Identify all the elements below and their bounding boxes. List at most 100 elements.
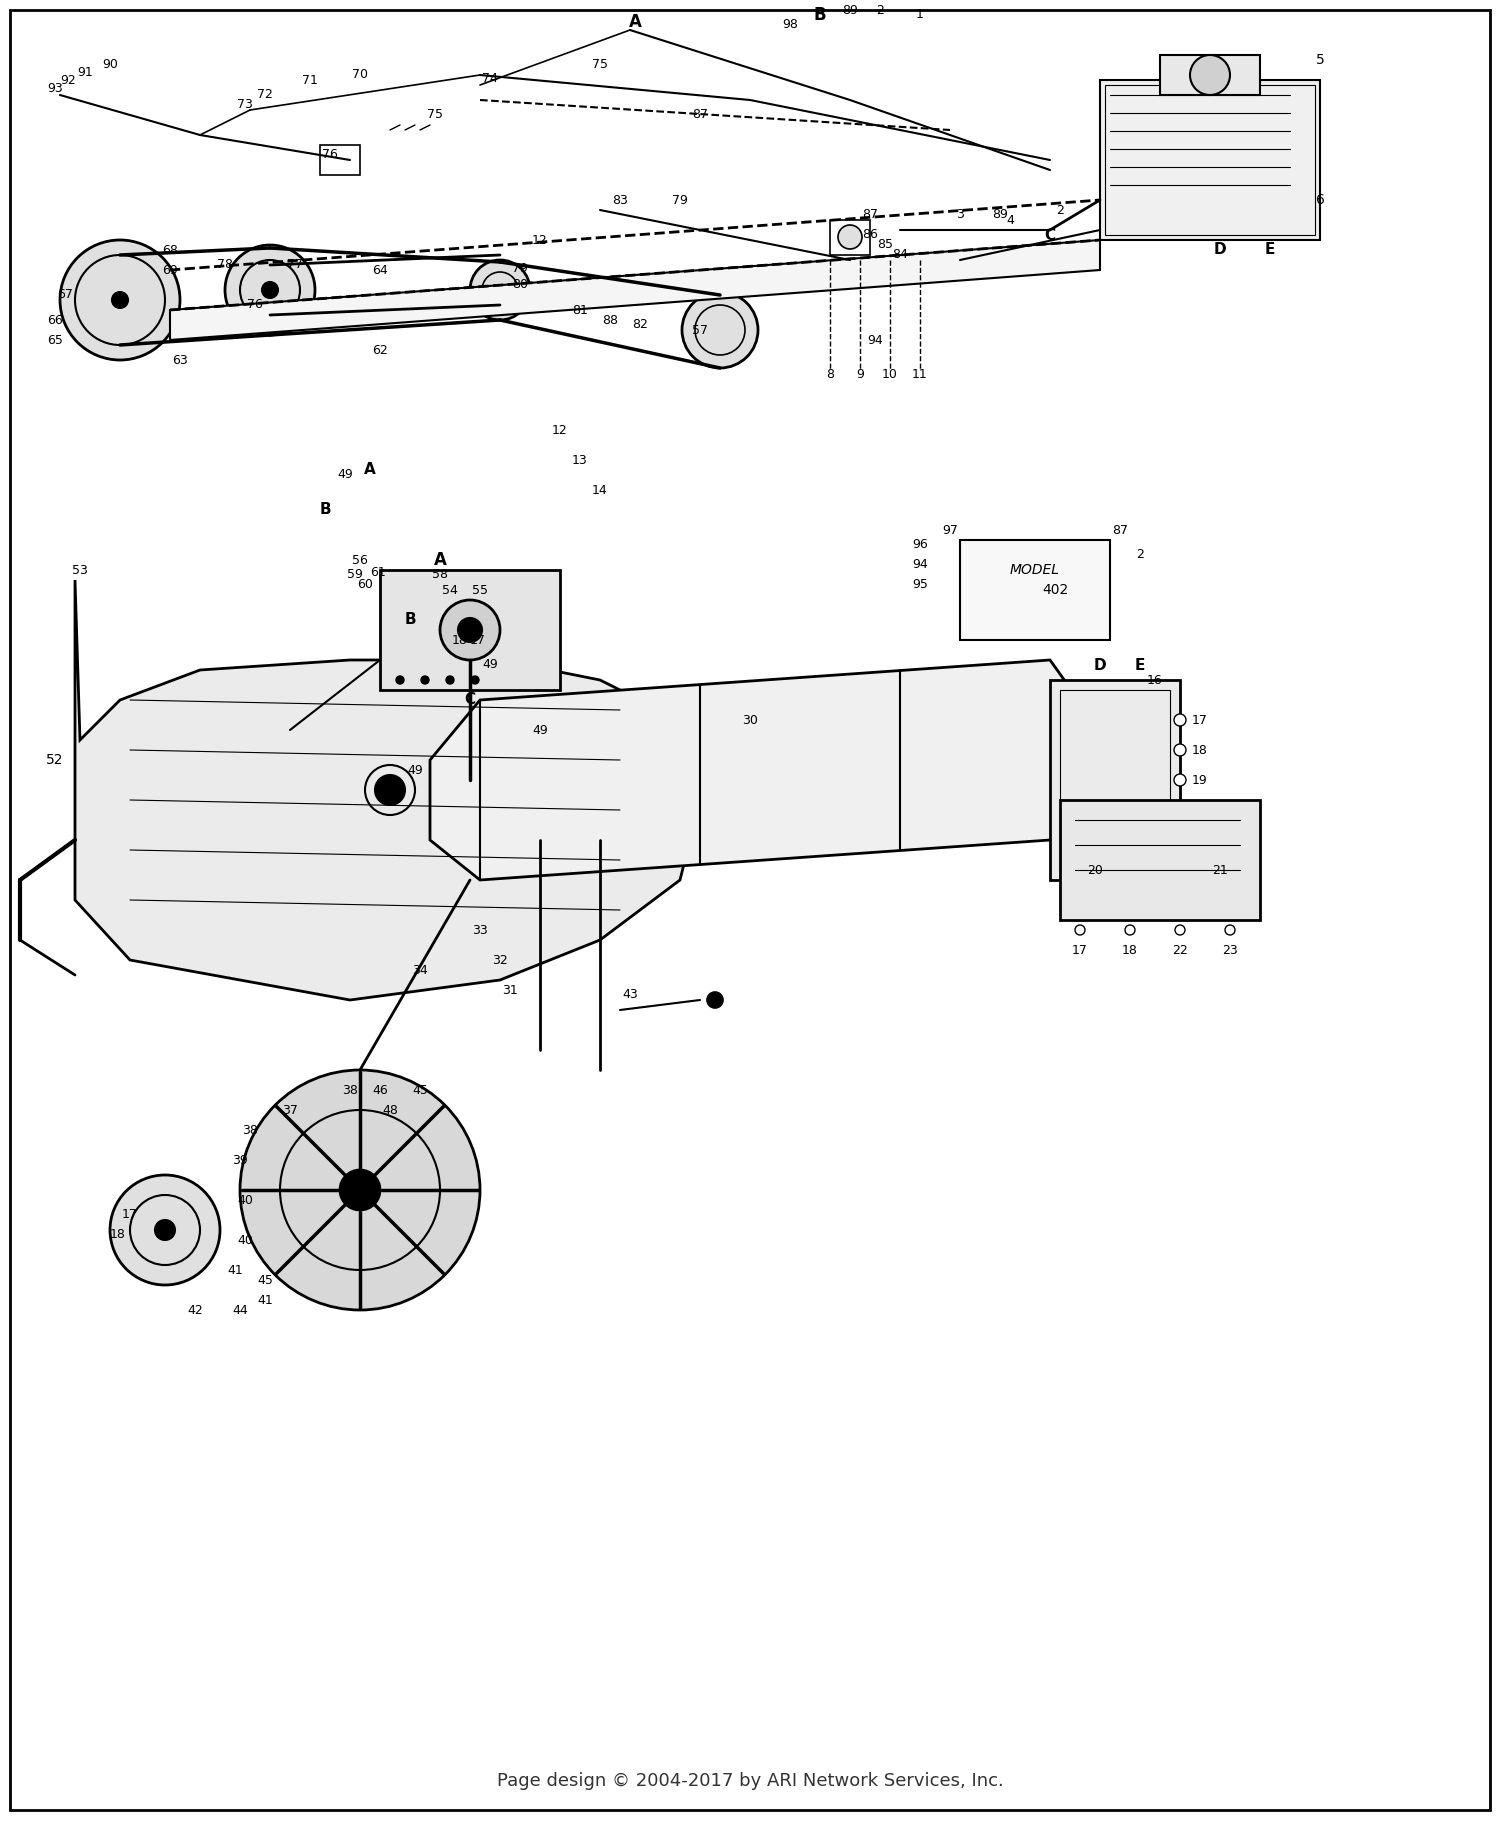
Bar xyxy=(1106,86,1316,235)
Text: 61: 61 xyxy=(370,566,386,579)
Text: 74: 74 xyxy=(482,71,498,84)
Text: 41: 41 xyxy=(226,1264,243,1277)
Text: 92: 92 xyxy=(60,73,76,87)
Text: 42: 42 xyxy=(188,1304,202,1317)
Text: 97: 97 xyxy=(942,523,958,537)
Text: 45: 45 xyxy=(413,1083,428,1096)
Text: 38: 38 xyxy=(242,1124,258,1136)
Text: 39: 39 xyxy=(232,1153,248,1167)
Bar xyxy=(1060,799,1260,920)
Text: 69: 69 xyxy=(162,264,178,277)
Text: 3: 3 xyxy=(956,208,964,222)
Polygon shape xyxy=(170,240,1100,341)
Text: E: E xyxy=(1136,657,1144,672)
Text: A: A xyxy=(628,13,642,31)
Text: 34: 34 xyxy=(413,963,428,976)
Text: 79: 79 xyxy=(512,262,528,275)
Text: 65: 65 xyxy=(46,333,63,346)
Text: 40: 40 xyxy=(237,1193,254,1207)
Text: 52: 52 xyxy=(46,754,63,767)
Bar xyxy=(320,146,360,175)
Text: 53: 53 xyxy=(72,563,88,577)
Circle shape xyxy=(375,776,405,805)
Circle shape xyxy=(396,676,404,685)
Text: 78: 78 xyxy=(217,259,232,271)
Text: 18: 18 xyxy=(110,1229,126,1242)
Text: 90: 90 xyxy=(102,58,118,71)
Text: 13: 13 xyxy=(572,453,588,466)
Polygon shape xyxy=(75,581,700,1000)
Circle shape xyxy=(1125,925,1136,934)
Text: 60: 60 xyxy=(357,579,374,592)
Circle shape xyxy=(470,260,530,320)
Circle shape xyxy=(1226,925,1234,934)
Circle shape xyxy=(682,291,758,368)
Circle shape xyxy=(495,286,506,295)
Text: 55: 55 xyxy=(472,583,488,597)
Text: 75: 75 xyxy=(427,109,442,122)
Text: 63: 63 xyxy=(172,353,188,366)
Text: 49: 49 xyxy=(482,659,498,672)
Text: A: A xyxy=(364,463,376,477)
Text: 70: 70 xyxy=(352,69,368,82)
Circle shape xyxy=(1174,714,1186,727)
Text: 18: 18 xyxy=(1122,943,1138,956)
Text: 49: 49 xyxy=(532,723,548,736)
Text: 88: 88 xyxy=(602,313,618,326)
Text: 76: 76 xyxy=(248,299,262,311)
Text: 66: 66 xyxy=(46,313,63,326)
Bar xyxy=(1160,55,1260,95)
Text: 87: 87 xyxy=(692,109,708,122)
Text: 5: 5 xyxy=(1316,53,1324,67)
Text: 41: 41 xyxy=(256,1293,273,1306)
Text: 12: 12 xyxy=(552,424,568,437)
Circle shape xyxy=(1174,774,1186,787)
Text: 81: 81 xyxy=(572,304,588,317)
Bar xyxy=(960,541,1110,639)
Circle shape xyxy=(1076,925,1084,934)
Text: 80: 80 xyxy=(512,279,528,291)
Text: 94: 94 xyxy=(912,559,928,572)
Text: 84: 84 xyxy=(892,248,908,262)
Circle shape xyxy=(60,240,180,361)
Text: 43: 43 xyxy=(622,989,638,1002)
Text: 32: 32 xyxy=(492,954,508,967)
Text: 58: 58 xyxy=(432,568,448,581)
Bar xyxy=(380,570,560,690)
Text: 72: 72 xyxy=(256,89,273,102)
Text: B: B xyxy=(404,612,416,628)
Text: 54: 54 xyxy=(442,583,458,597)
Text: D: D xyxy=(1094,657,1107,672)
Text: MODEL: MODEL xyxy=(1010,563,1060,577)
Circle shape xyxy=(458,617,482,643)
Text: 22: 22 xyxy=(1172,943,1188,956)
Text: 59: 59 xyxy=(346,568,363,581)
Text: 46: 46 xyxy=(372,1083,388,1096)
Circle shape xyxy=(471,676,478,685)
Text: 37: 37 xyxy=(282,1104,298,1116)
Text: 91: 91 xyxy=(76,66,93,78)
Text: 73: 73 xyxy=(237,98,254,111)
Circle shape xyxy=(340,1171,380,1209)
Text: 9: 9 xyxy=(856,368,864,382)
Text: 16: 16 xyxy=(1148,674,1162,687)
Text: 49: 49 xyxy=(406,763,423,776)
Text: 98: 98 xyxy=(782,18,798,31)
Circle shape xyxy=(1174,925,1185,934)
Bar xyxy=(830,220,870,255)
Text: 44: 44 xyxy=(232,1304,248,1317)
Text: 62: 62 xyxy=(372,344,388,357)
Text: 85: 85 xyxy=(878,239,892,251)
Text: 4: 4 xyxy=(1007,213,1014,226)
Text: Page design © 2004-2017 by ARI Network Services, Inc.: Page design © 2004-2017 by ARI Network S… xyxy=(496,1772,1004,1790)
Circle shape xyxy=(422,676,429,685)
Text: 83: 83 xyxy=(612,193,628,206)
Text: A: A xyxy=(433,552,447,568)
Text: 2: 2 xyxy=(876,4,884,16)
Text: E: E xyxy=(1264,242,1275,257)
Text: 19: 19 xyxy=(1192,774,1208,787)
Text: 402: 402 xyxy=(1042,583,1068,597)
Circle shape xyxy=(440,599,500,659)
Circle shape xyxy=(446,676,454,685)
Bar xyxy=(1060,690,1170,870)
